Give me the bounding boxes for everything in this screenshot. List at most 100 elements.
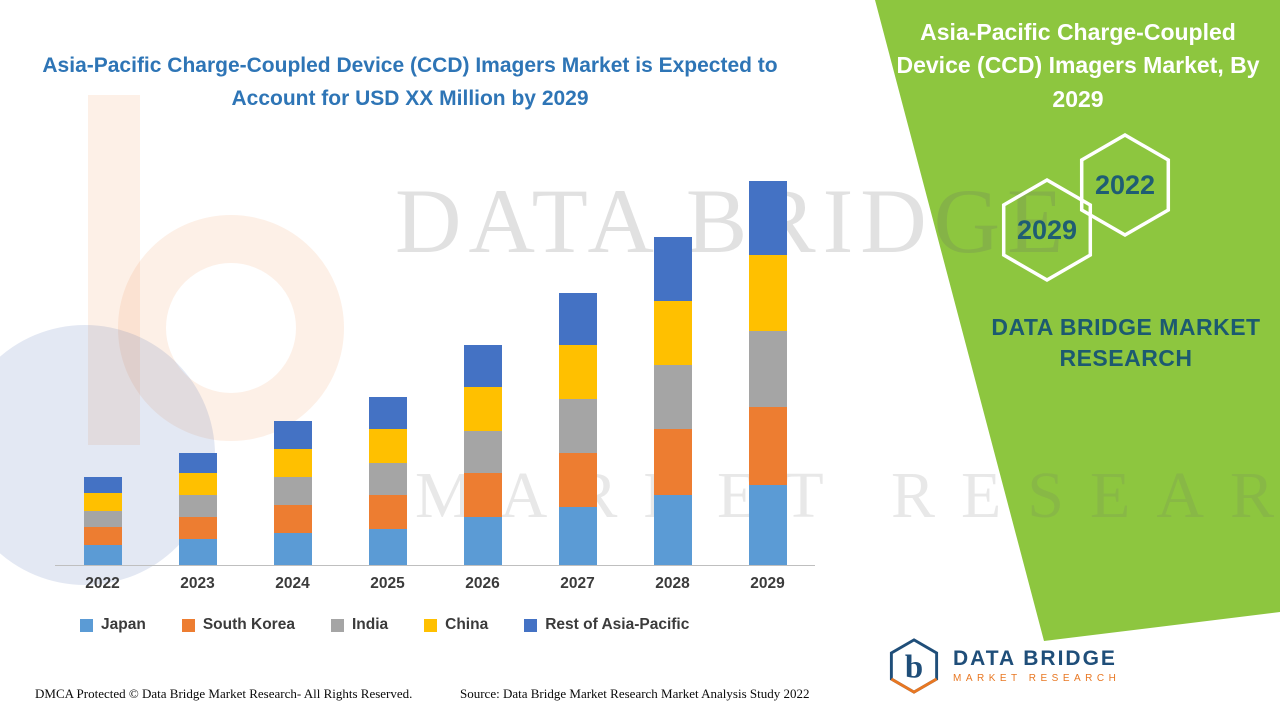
bar-segment-rest-of-asia-pacific xyxy=(83,477,122,493)
legend-item-china: China xyxy=(424,616,488,634)
bar-segment-india xyxy=(368,463,407,495)
bar-segment-rest-of-asia-pacific xyxy=(368,397,407,429)
legend-item-rest-of-asia-pacific: Rest of Asia-Pacific xyxy=(524,616,689,634)
hexagon-2029-icon xyxy=(1001,177,1093,283)
bar-column-2028 xyxy=(625,150,720,565)
logo-name: DATA BRIDGE xyxy=(953,647,1117,671)
bar-segment-india xyxy=(558,399,597,453)
stacked-bar-2023 xyxy=(178,453,217,565)
bar-column-2025 xyxy=(340,150,435,565)
bar-segment-china xyxy=(368,429,407,463)
bar-column-2024 xyxy=(245,150,340,565)
legend-swatch-icon xyxy=(330,618,344,632)
panel-title: Asia-Pacific Charge-Coupled Device (CCD)… xyxy=(896,19,1260,112)
bar-segment-south-korea xyxy=(368,495,407,529)
bar-segment-japan xyxy=(273,533,312,565)
stacked-bar-plot xyxy=(55,150,815,566)
hexagon-2029-label: 2029 xyxy=(1017,215,1077,245)
legend-swatch-icon xyxy=(181,618,195,632)
stacked-bar-2026 xyxy=(463,345,502,565)
bar-segment-japan xyxy=(463,517,502,565)
legend-swatch-icon xyxy=(524,618,538,632)
bar-segment-china xyxy=(178,473,217,495)
svg-text:b: b xyxy=(905,650,923,686)
bar-column-2029 xyxy=(720,150,815,565)
legend-swatch-icon xyxy=(424,618,438,632)
bar-segment-china xyxy=(273,449,312,477)
bar-segment-south-korea xyxy=(463,473,502,517)
bar-segment-china xyxy=(748,255,787,331)
stacked-bar-2027 xyxy=(558,293,597,565)
logo-subtitle: MARKET RESEARCH xyxy=(953,673,1121,685)
legend-label: China xyxy=(445,616,489,633)
watermark-data-bridge: DATA BRIDGE xyxy=(395,170,1071,272)
x-axis-label-2028: 2028 xyxy=(655,575,690,592)
data-bridge-logo-icon: b xyxy=(889,638,939,694)
bar-segment-south-korea xyxy=(273,505,312,533)
stacked-bar-2025 xyxy=(368,397,407,565)
bar-segment-south-korea xyxy=(83,527,122,545)
x-axis-label-2029: 2029 xyxy=(750,575,785,592)
stacked-bar-2022 xyxy=(83,477,122,565)
bar-segment-rest-of-asia-pacific xyxy=(653,237,692,301)
bar-segment-china xyxy=(558,345,597,399)
bar-segment-rest-of-asia-pacific xyxy=(178,453,217,473)
bar-segment-rest-of-asia-pacific xyxy=(558,293,597,345)
stacked-bar-2028 xyxy=(653,237,692,565)
bar-segment-rest-of-asia-pacific xyxy=(463,345,502,387)
stacked-bar-2024 xyxy=(273,421,312,565)
hexagon-2022-label: 2022 xyxy=(1095,170,1155,200)
chart-title: Asia-Pacific Charge-Coupled Device (CCD)… xyxy=(42,54,778,110)
bar-segment-india xyxy=(748,331,787,407)
bar-segment-india xyxy=(273,477,312,505)
bar-segment-china xyxy=(463,387,502,431)
bar-column-2027 xyxy=(530,150,625,565)
bar-segment-japan xyxy=(368,529,407,565)
x-axis-label-2026: 2026 xyxy=(465,575,500,592)
x-axis-label-2024: 2024 xyxy=(275,575,310,592)
x-axis-label-2025: 2025 xyxy=(370,575,405,592)
bar-segment-rest-of-asia-pacific xyxy=(748,181,787,255)
bar-segment-japan xyxy=(748,485,787,565)
legend-item-india: India xyxy=(330,616,389,634)
bar-segment-india xyxy=(463,431,502,473)
bar-segment-china xyxy=(83,493,122,511)
hexagon-2022-icon xyxy=(1079,133,1171,238)
chart-legend: Japan South Korea India China Rest of Asia-P… xyxy=(80,616,840,634)
stacked-bar-2029 xyxy=(748,181,787,565)
bar-segment-south-korea xyxy=(748,407,787,485)
legend-item-south-korea: South Korea xyxy=(181,616,295,634)
legend-label: Japan xyxy=(101,616,146,633)
legend-item-japan: Japan xyxy=(80,616,146,634)
bar-segment-japan xyxy=(178,539,217,565)
bar-column-2023 xyxy=(150,150,245,565)
watermark-logo-stem xyxy=(88,95,140,445)
source-note: Source: Data Bridge Market Research Mark… xyxy=(460,686,810,701)
bar-column-2026 xyxy=(435,150,530,565)
panel-brand-text: DATA BRIDGE MARKET RESEARCH xyxy=(991,314,1261,372)
bar-segment-south-korea xyxy=(178,517,217,539)
bar-segment-south-korea xyxy=(558,453,597,507)
bar-segment-south-korea xyxy=(653,429,692,495)
dmca-notice: DMCA Protected © Data Bridge Market Rese… xyxy=(35,686,413,701)
bar-segment-japan xyxy=(558,507,597,565)
bar-segment-india xyxy=(83,511,122,527)
legend-label: Rest of Asia-Pacific xyxy=(545,616,690,633)
bar-column-2022 xyxy=(55,150,150,565)
x-axis-labels: 2022 2023 2024 2025 2026 2027 2028 2029 xyxy=(55,575,815,593)
bar-segment-india xyxy=(178,495,217,517)
x-axis-label-2023: 2023 xyxy=(180,575,215,592)
x-axis-label-2022: 2022 xyxy=(85,575,120,592)
legend-swatch-icon xyxy=(80,618,93,632)
year-hexagons: 2022 2029 xyxy=(1001,133,1171,283)
bar-segment-japan xyxy=(653,495,692,565)
bar-segment-japan xyxy=(83,545,122,565)
legend-label: South Korea xyxy=(202,616,295,633)
bar-segment-rest-of-asia-pacific xyxy=(273,421,312,449)
brand-logo: b DATA BRIDGE MARKET RESEARCH xyxy=(885,636,1120,696)
x-axis-label-2027: 2027 xyxy=(560,575,595,592)
legend-label: India xyxy=(351,616,389,633)
bar-segment-china xyxy=(653,301,692,365)
bar-segment-india xyxy=(653,365,692,429)
